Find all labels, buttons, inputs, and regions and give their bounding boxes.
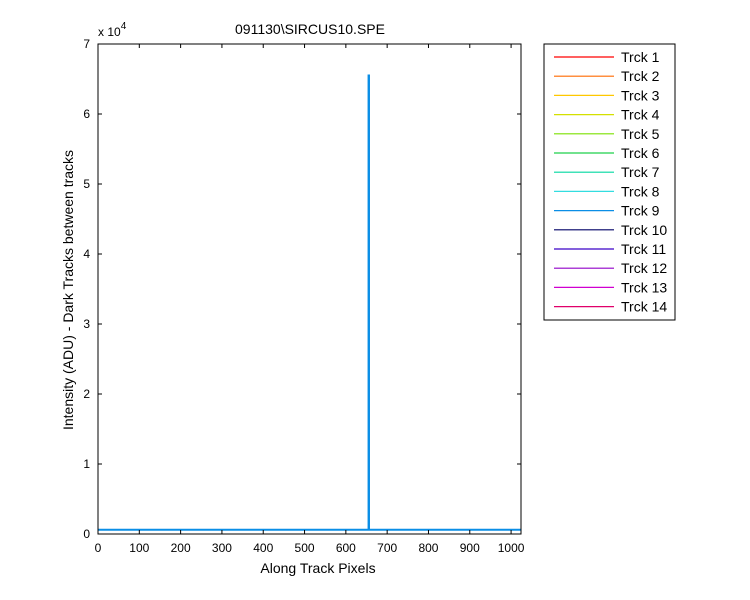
plot-frame: [97, 43, 522, 535]
x-axis: 0 100 200 300 400 500 600 700 800 900 1000: [95, 44, 525, 555]
legend-item-trck-5: Trck 5: [554, 126, 660, 142]
y-exponent-base: x 10: [98, 25, 121, 39]
legend-item-trck-3: Trck 3: [554, 87, 660, 103]
legend-label: Trck 14: [621, 299, 667, 315]
legend-label: Trck 10: [621, 222, 667, 238]
legend-item-trck-2: Trck 2: [554, 68, 660, 84]
y-tick-label: 2: [83, 387, 90, 401]
y-axis: 0 1 2 3 4 5 6 7: [83, 37, 521, 541]
legend: Trck 1 Trck 2 Trck 3 Trck 4 Trck 5 Trck 6 Trck…: [543, 43, 676, 321]
x-tick-label: 1000: [498, 541, 525, 555]
x-tick-label: 300: [212, 541, 232, 555]
y-tick-label: 3: [83, 317, 90, 331]
legend-box: [543, 43, 676, 321]
y-tick-label: 1: [83, 457, 90, 471]
legend-item-trck-12: Trck 12: [554, 260, 667, 276]
plot-background: [98, 44, 521, 534]
y-tick-label: 4: [83, 247, 90, 261]
legend-label: Trck 13: [621, 279, 667, 295]
legend-item-trck-14: Trck 14: [554, 299, 667, 315]
legend-item-trck-4: Trck 4: [554, 107, 660, 123]
x-tick-label: 600: [336, 541, 356, 555]
y-exponent-power: 4: [121, 21, 127, 32]
legend-label: Trck 8: [621, 183, 660, 199]
series-line-trck-9: [98, 74, 521, 531]
legend-label: Trck 5: [621, 126, 660, 142]
legend-item-trck-8: Trck 8: [554, 183, 660, 199]
x-tick-label: 400: [253, 541, 273, 555]
series-layer: [98, 74, 521, 531]
legend-label: Trck 7: [621, 164, 660, 180]
x-tick-label: 0: [95, 541, 102, 555]
y-tick-label: 7: [83, 37, 90, 51]
legend-item-trck-9: Trck 9: [554, 203, 660, 219]
legend-items: Trck 1 Trck 2 Trck 3 Trck 4 Trck 5 Trck 6 Trck…: [554, 49, 667, 315]
y-tick-label: 5: [83, 177, 90, 191]
y-tick-label: 0: [83, 527, 90, 541]
x-axis-label: Along Track Pixels: [260, 560, 375, 576]
legend-item-trck-11: Trck 11: [554, 241, 666, 257]
legend-label: Trck 1: [621, 49, 660, 65]
legend-label: Trck 9: [621, 203, 660, 219]
legend-item-trck-1: Trck 1: [554, 49, 660, 65]
legend-item-trck-6: Trck 6: [554, 145, 660, 161]
legend-label: Trck 3: [621, 87, 660, 103]
x-tick-label: 700: [377, 541, 397, 555]
y-axis-label: Intensity (ADU) - Dark Tracks between tr…: [60, 150, 76, 430]
legend-item-trck-10: Trck 10: [554, 222, 667, 238]
y-exponent-label: x 104: [98, 21, 127, 39]
x-tick-label: 800: [418, 541, 438, 555]
legend-item-trck-13: Trck 13: [554, 279, 667, 295]
chart-title: 091130\SIRCUS10.SPE: [235, 21, 385, 37]
legend-item-trck-7: Trck 7: [554, 164, 660, 180]
x-tick-label: 100: [129, 541, 149, 555]
x-tick-label: 500: [295, 541, 315, 555]
legend-label: Trck 11: [621, 241, 666, 257]
x-tick-label: 200: [171, 541, 191, 555]
y-tick-label: 6: [83, 107, 90, 121]
legend-label: Trck 6: [621, 145, 660, 161]
legend-label: Trck 12: [621, 260, 667, 276]
plot-area: [97, 43, 522, 535]
legend-label: Trck 4: [621, 107, 660, 123]
legend-label: Trck 2: [621, 68, 660, 84]
x-tick-label: 900: [460, 541, 480, 555]
